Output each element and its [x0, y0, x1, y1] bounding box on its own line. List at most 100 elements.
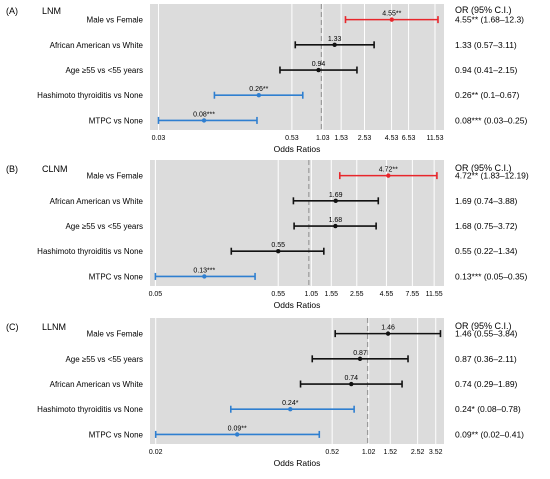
- point-label: 0.55: [271, 242, 285, 249]
- x-tick-label: 1.52: [383, 449, 397, 456]
- point-label: 1.46: [381, 325, 395, 332]
- x-tick-label: 4.55: [380, 291, 394, 298]
- or-ci-text: 0.74 (0.29–1.89): [455, 379, 518, 389]
- x-tick-label: 4.53: [385, 135, 399, 142]
- forest-panel-llnm: (C) LLNM 0.02 0.52 1.02 1.52 2.52 3.52 Odds Rati…: [6, 318, 524, 468]
- point-estimate: [357, 356, 363, 362]
- x-tick-label: 0.05: [149, 291, 163, 298]
- x-tick-label: 6.53: [402, 135, 416, 142]
- table-header: OR (95% C.I.): [455, 321, 512, 331]
- point-estimate: [333, 198, 338, 204]
- row-label: Male vs Female: [87, 172, 144, 181]
- point-label: 4.55**: [382, 11, 401, 18]
- or-ci-text: 1.46 (0.55–3.84): [455, 329, 518, 339]
- row-label: Age ≥55 vs <55 years: [65, 355, 143, 364]
- panel-title: LNM: [42, 6, 61, 16]
- forest-panel-lnm: (A) LNM 0.03 0.53 1.03 1.53 2.53 4.53 6.53 11.53 O…: [6, 4, 527, 154]
- or-ci-text: 4.72** (1.83–12.19): [455, 171, 529, 181]
- row-label: Hashimoto thyroiditis vs None: [37, 91, 143, 100]
- or-ci-text: 0.09** (0.02–0.41): [455, 429, 524, 439]
- or-ci-text: 0.55 (0.22–1.34): [455, 246, 518, 256]
- point-label: 0.26**: [249, 86, 268, 93]
- x-tick-label: 1.05: [305, 291, 319, 298]
- or-ci-text: 1.68 (0.75–3.72): [455, 221, 518, 231]
- table-header: OR (95% C.I.): [455, 5, 512, 15]
- panel-tag: (C): [6, 322, 19, 332]
- point-estimate: [288, 407, 293, 412]
- table-header: OR (95% C.I.): [455, 163, 512, 173]
- row-label: Age ≥55 vs <55 years: [65, 66, 143, 75]
- row-label: MTPC vs None: [89, 430, 144, 439]
- x-tick-label: 11.53: [426, 135, 443, 142]
- x-tick-label: 0.52: [325, 449, 339, 456]
- row-label: Male vs Female: [87, 16, 144, 25]
- x-tick-label: 0.03: [152, 135, 166, 142]
- point-label: 1.68: [329, 217, 343, 224]
- point-label: 0.09**: [228, 425, 247, 432]
- x-tick-label: 1.53: [334, 135, 348, 142]
- row-label: Hashimoto thyroiditis vs None: [37, 405, 143, 414]
- or-ci-text: 1.33 (0.57–3.11): [455, 40, 517, 50]
- x-tick-label: 3.52: [429, 449, 443, 456]
- point-estimate: [389, 17, 394, 22]
- point-estimate: [316, 67, 321, 73]
- point-estimate: [234, 432, 240, 437]
- point-estimate: [386, 173, 391, 178]
- or-ci-text: 0.24* (0.08–0.78): [455, 404, 521, 414]
- x-tick-label: 0.02: [149, 449, 163, 456]
- x-tick-label: 1.03: [316, 135, 330, 142]
- or-ci-text: 0.13*** (0.05–0.35): [455, 271, 527, 281]
- or-ci-text: 4.55** (1.68–12.3): [455, 15, 524, 25]
- plot-background: [150, 160, 444, 286]
- point-estimate: [333, 223, 338, 229]
- plot-background: [150, 318, 444, 444]
- point-label: 1.33: [328, 36, 342, 43]
- x-tick-label: 1.02: [362, 449, 376, 456]
- panel-title: CLNM: [42, 164, 68, 174]
- point-estimate: [256, 93, 262, 98]
- point-estimate: [202, 274, 207, 279]
- point-label: 0.08***: [193, 111, 215, 118]
- or-ci-text: 0.26** (0.1–0.67): [455, 90, 519, 100]
- plot-background: [150, 4, 444, 130]
- x-tick-label: 11.55: [426, 291, 443, 298]
- x-tick-label: 7.55: [406, 291, 420, 298]
- point-estimate: [385, 331, 391, 336]
- point-estimate: [349, 381, 354, 387]
- x-tick-label: 0.53: [285, 135, 299, 142]
- panel-title: LLNM: [42, 322, 66, 332]
- x-tick-label: 1.55: [324, 291, 338, 298]
- or-ci-text: 1.69 (0.74–3.88): [455, 196, 518, 206]
- point-label: 0.13***: [193, 267, 215, 274]
- row-label: MTPC vs None: [89, 116, 144, 125]
- panel-tag: (B): [6, 164, 18, 174]
- forest-panel-clnm: (B) CLNM 0.05 0.55 1.05 1.55 2.55 4.55 7.55 11.55…: [6, 160, 529, 310]
- row-label: African American vs White: [50, 41, 144, 50]
- point-estimate: [201, 118, 207, 123]
- row-label: MTPC vs None: [89, 272, 144, 281]
- point-label: 0.87: [353, 350, 367, 357]
- row-label: Hashimoto thyroiditis vs None: [37, 247, 143, 256]
- x-tick-label: 2.55: [350, 291, 364, 298]
- point-estimate: [276, 249, 281, 254]
- x-tick-label: 2.53: [358, 135, 372, 142]
- point-label: 0.94: [312, 61, 326, 68]
- row-label: African American vs White: [50, 380, 144, 389]
- panel-tag: (A): [6, 6, 18, 16]
- point-label: 4.72**: [379, 167, 398, 174]
- or-ci-text: 0.87 (0.36–2.11): [455, 354, 517, 364]
- row-label: African American vs White: [50, 197, 144, 206]
- or-ci-text: 0.08*** (0.03–0.25): [455, 115, 527, 125]
- row-label: Age ≥55 vs <55 years: [65, 222, 143, 231]
- point-estimate: [332, 42, 337, 48]
- or-ci-text: 0.94 (0.41–2.15): [455, 65, 518, 75]
- x-axis-label: Odds Ratios: [274, 144, 321, 154]
- x-axis-label: Odds Ratios: [274, 300, 321, 310]
- x-tick-label: 0.55: [271, 291, 285, 298]
- point-label: 1.69: [329, 192, 343, 199]
- x-axis-label: Odds Ratios: [274, 458, 321, 468]
- row-label: Male vs Female: [87, 330, 144, 339]
- x-tick-label: 2.52: [411, 449, 425, 456]
